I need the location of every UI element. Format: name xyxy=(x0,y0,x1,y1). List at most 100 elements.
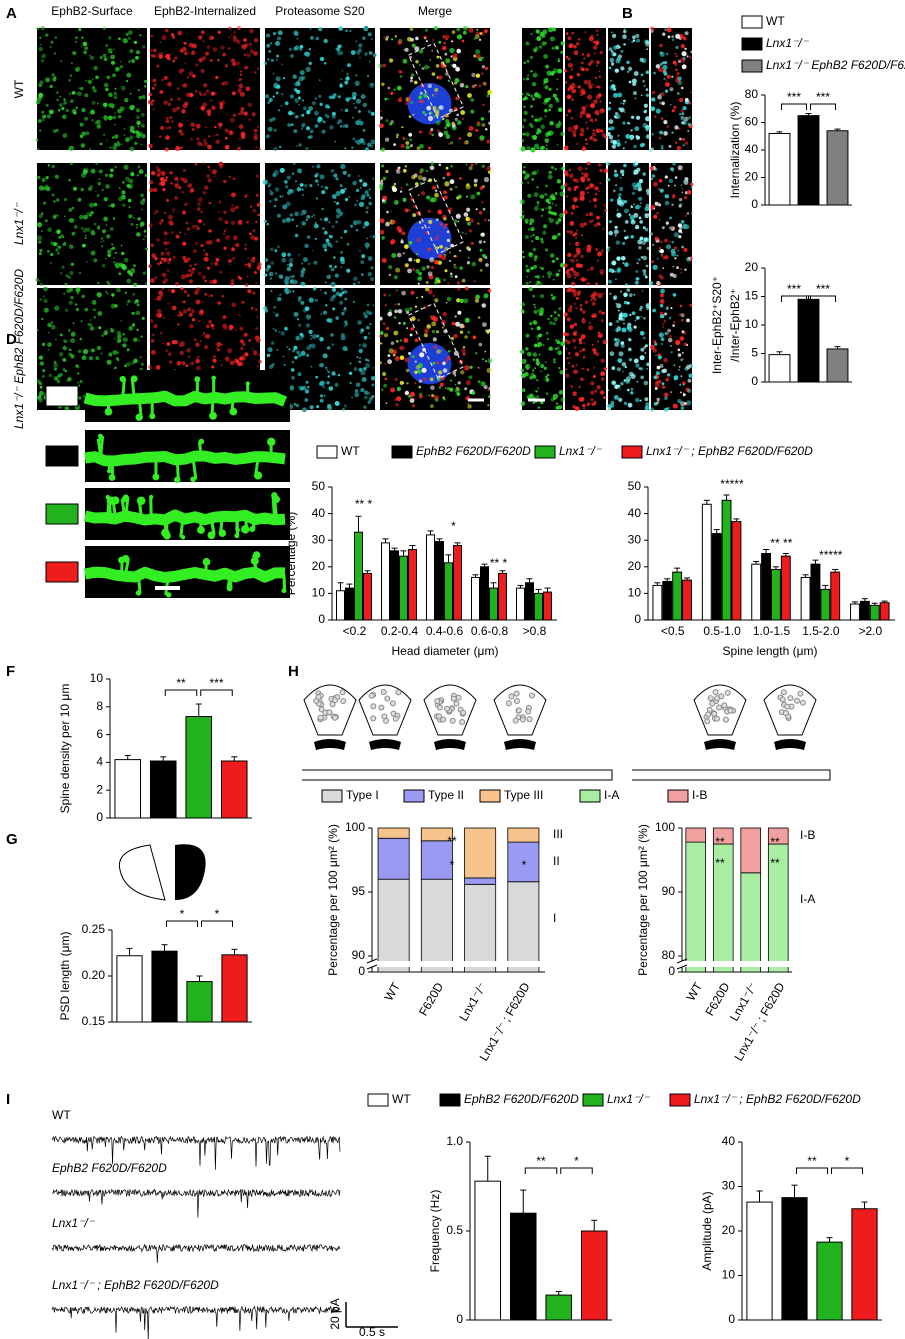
speckle xyxy=(571,386,573,389)
speckle xyxy=(340,188,346,194)
speckle xyxy=(247,257,249,259)
bar xyxy=(336,590,345,621)
speckle xyxy=(332,95,336,100)
speckle xyxy=(645,41,651,47)
speckle xyxy=(422,176,427,182)
speckle xyxy=(645,228,649,232)
spine-head xyxy=(209,411,217,420)
speckle xyxy=(438,375,441,378)
y-tick-label: 40 xyxy=(722,1134,736,1148)
speckle xyxy=(106,139,108,142)
speckle xyxy=(195,242,198,245)
speckle xyxy=(409,138,412,142)
speckle xyxy=(637,258,641,261)
speckle xyxy=(419,144,424,149)
speckle xyxy=(521,358,527,364)
speckle xyxy=(300,270,305,275)
speckle xyxy=(106,292,109,295)
speckle xyxy=(80,320,83,323)
vesicle xyxy=(434,698,441,705)
speckle xyxy=(533,264,538,269)
bar xyxy=(534,592,543,621)
speckle xyxy=(530,266,534,270)
speckle xyxy=(154,256,158,261)
y-tick-label: 10 xyxy=(722,1268,736,1282)
bar xyxy=(662,580,673,621)
nucleus xyxy=(407,82,452,125)
speckle xyxy=(676,254,679,257)
x-axis-label: Spine length (μm) xyxy=(723,644,818,658)
speckle xyxy=(571,88,577,94)
speckle xyxy=(404,244,409,250)
speckle xyxy=(89,54,91,57)
speckle xyxy=(99,56,103,59)
speckle xyxy=(471,84,476,89)
speckle xyxy=(148,92,152,97)
speckle xyxy=(151,253,156,258)
vesicle xyxy=(339,689,346,696)
speckle xyxy=(220,166,223,169)
speckle xyxy=(86,212,91,216)
speckle xyxy=(586,53,591,58)
speckle xyxy=(628,66,633,71)
spine xyxy=(282,573,287,591)
speckle xyxy=(160,219,164,223)
speckle xyxy=(596,64,598,67)
speckle xyxy=(529,55,534,60)
speckle xyxy=(551,202,554,205)
speckle xyxy=(182,241,187,246)
speckle xyxy=(655,108,661,114)
speckle xyxy=(278,109,281,112)
speckle xyxy=(589,118,593,122)
speckle xyxy=(459,82,465,88)
speckle xyxy=(442,396,445,399)
speckle xyxy=(580,277,586,282)
speckle xyxy=(299,47,303,51)
speckle xyxy=(664,407,669,412)
speckle xyxy=(40,230,43,233)
speckle xyxy=(113,256,115,259)
speckle xyxy=(567,62,573,68)
speckle xyxy=(655,354,657,356)
speckle xyxy=(565,114,568,117)
speckle xyxy=(208,35,214,41)
speckle xyxy=(258,201,261,204)
speckle xyxy=(141,208,144,211)
speckle xyxy=(457,310,462,315)
speckle xyxy=(161,287,165,291)
speckle xyxy=(567,36,572,41)
speckle xyxy=(362,182,368,188)
speckle xyxy=(75,364,79,368)
speckle xyxy=(207,112,211,117)
speckle xyxy=(589,59,594,64)
speckle xyxy=(304,398,309,402)
speckle xyxy=(298,296,302,300)
speckle xyxy=(579,195,585,201)
speckle xyxy=(43,298,48,304)
speckle xyxy=(158,52,164,58)
speckle xyxy=(674,141,678,144)
speckle xyxy=(532,294,536,298)
speckle xyxy=(50,252,54,257)
speckle xyxy=(483,176,490,183)
speckle xyxy=(319,218,323,221)
speckle xyxy=(311,165,314,168)
speckle xyxy=(190,94,194,97)
speckle xyxy=(93,258,98,263)
speckle xyxy=(237,275,241,279)
speckle xyxy=(430,265,435,270)
speckle xyxy=(553,317,558,322)
vesicle xyxy=(318,706,325,713)
speckle xyxy=(544,138,550,143)
speckle xyxy=(595,193,598,196)
speckle xyxy=(343,290,348,294)
speckle xyxy=(596,215,600,220)
speckle xyxy=(324,281,327,284)
speckle xyxy=(323,230,328,235)
psd xyxy=(314,739,346,750)
speckle xyxy=(609,101,611,104)
speckle xyxy=(177,323,180,326)
speckle xyxy=(314,298,318,302)
speckle xyxy=(141,362,144,364)
speckle xyxy=(274,249,278,253)
